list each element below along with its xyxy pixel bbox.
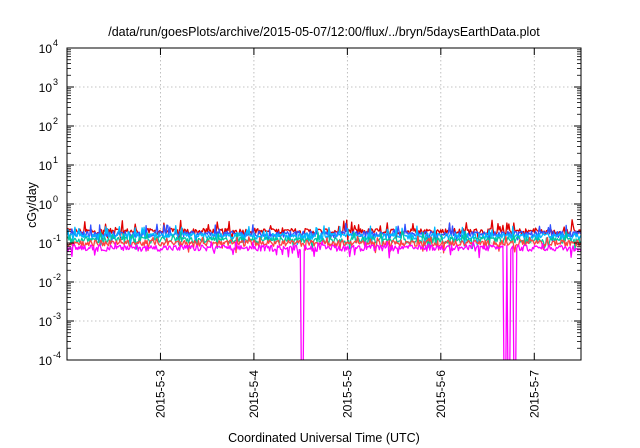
x-tick-label: 2015-5-3 — [153, 370, 167, 418]
y-tick-label: 10 — [39, 237, 53, 251]
y-tick-label: 10 — [39, 81, 53, 95]
y-tick-exponent: -3 — [53, 311, 61, 321]
y-tick-exponent: -1 — [53, 233, 61, 243]
y-tick-exponent: -2 — [53, 272, 61, 282]
y-tick-exponent: 2 — [53, 116, 58, 126]
x-tick-label: 2015-5-5 — [340, 370, 354, 418]
x-axis: 2015-5-3 2015-5-4 2015-5-5 2015-5-6 2015-5-7 — [153, 48, 541, 418]
y-tick-label: 10 — [39, 120, 53, 134]
y-tick-label: 10 — [39, 354, 53, 368]
x-axis-title: Coordinated Universal Time (UTC) — [228, 431, 420, 445]
y-tick-label: 10 — [39, 315, 53, 329]
y-tick-label: 10 — [39, 42, 53, 56]
x-tick-label: 2015-5-6 — [434, 370, 448, 418]
x-tick-label: 2015-5-4 — [247, 370, 261, 418]
y-tick-exponent: -4 — [53, 350, 61, 360]
y-tick-exponent: 1 — [53, 155, 58, 165]
y-axis-title: cGy/day — [25, 181, 39, 228]
y-tick-exponent: 4 — [53, 38, 58, 48]
series-lines — [67, 219, 581, 360]
x-tick-label: 2015-5-7 — [527, 370, 541, 418]
y-tick-exponent: 0 — [53, 194, 58, 204]
chart-title: /data/run/goesPlots/archive/2015-05-07/1… — [108, 25, 540, 39]
series-line-4 — [67, 235, 581, 254]
y-tick-label: 10 — [39, 159, 53, 173]
series-line-5 — [67, 241, 581, 360]
y-tick-label: 10 — [39, 198, 53, 212]
y-tick-label: 10 — [39, 276, 53, 290]
grid — [67, 48, 581, 360]
y-tick-exponent: 3 — [53, 77, 58, 87]
